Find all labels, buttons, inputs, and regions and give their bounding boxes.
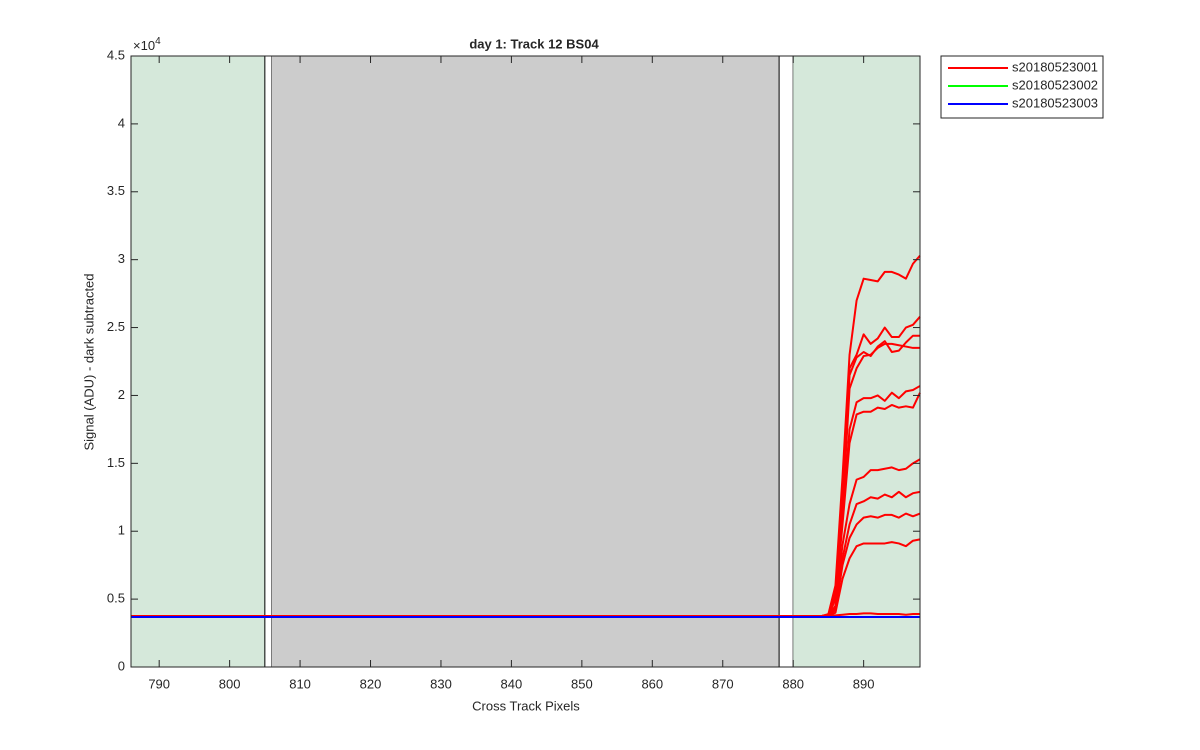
region <box>264 55 273 668</box>
data-line <box>131 612 920 618</box>
legend-label: s20180523003 <box>1012 95 1098 110</box>
data-line <box>131 254 921 618</box>
region <box>131 56 265 667</box>
axes-box <box>130 55 921 668</box>
y-tick-label: 0 <box>118 658 125 673</box>
y-tick-label: 4 <box>118 115 125 130</box>
x-tick-label: 810 <box>289 676 311 691</box>
x-tick-label: 880 <box>782 676 804 691</box>
y-multiplier: ×104 <box>133 36 161 54</box>
legend: s20180523001 s20180523002 s20180523003 <box>940 55 1104 119</box>
x-tick-label: 800 <box>219 676 241 691</box>
y-tick-label: 2.5 <box>107 319 125 334</box>
multiplier-base: ×10 <box>133 38 155 53</box>
x-tick-label: 850 <box>571 676 593 691</box>
multiplier-power: 4 <box>155 36 161 47</box>
x-tick-label: 860 <box>641 676 663 691</box>
chart-title: day 1: Track 12 BS04 <box>469 36 599 51</box>
x-tick-label: 820 <box>360 676 382 691</box>
y-tick-label: 3.5 <box>107 183 125 198</box>
x-axis-label: Cross Track Pixels <box>472 698 580 713</box>
region <box>778 55 794 668</box>
y-tick-label: 0.5 <box>107 591 125 606</box>
region <box>271 56 780 667</box>
y-tick-label: 1.5 <box>107 455 125 470</box>
y-tick-label: 3 <box>118 251 125 266</box>
y-tick-label: 4.5 <box>107 47 125 62</box>
x-tick-label: 830 <box>430 676 452 691</box>
x-tick-label: 890 <box>853 676 875 691</box>
y-tick-label: 1 <box>118 523 125 538</box>
region <box>793 56 920 667</box>
x-tick-label: 870 <box>712 676 734 691</box>
legend-label: s20180523002 <box>1012 77 1098 92</box>
data-line <box>131 538 921 618</box>
data-line <box>131 512 921 618</box>
legend-label: s20180523001 <box>1012 59 1098 74</box>
data-line <box>131 392 921 618</box>
y-tick-label: 2 <box>118 387 125 402</box>
x-tick-label: 790 <box>148 676 170 691</box>
y-axis-label: Signal (ADU) - dark subtracted <box>81 273 96 450</box>
x-tick-label: 840 <box>501 676 523 691</box>
